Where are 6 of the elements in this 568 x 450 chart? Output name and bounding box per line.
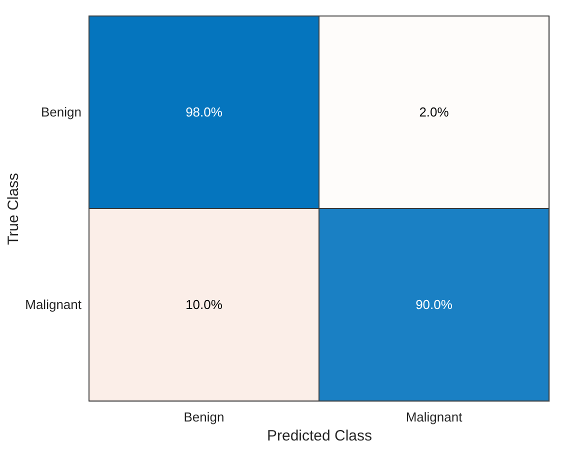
x-axis-title: Predicted Class <box>266 428 372 444</box>
data-label: 2.0% <box>419 104 450 120</box>
data-label: 10.0% <box>186 296 223 312</box>
data-label: 90.0% <box>416 296 453 312</box>
y-axis-title: True Class <box>5 173 22 245</box>
data-label: 98.0% <box>186 104 223 120</box>
